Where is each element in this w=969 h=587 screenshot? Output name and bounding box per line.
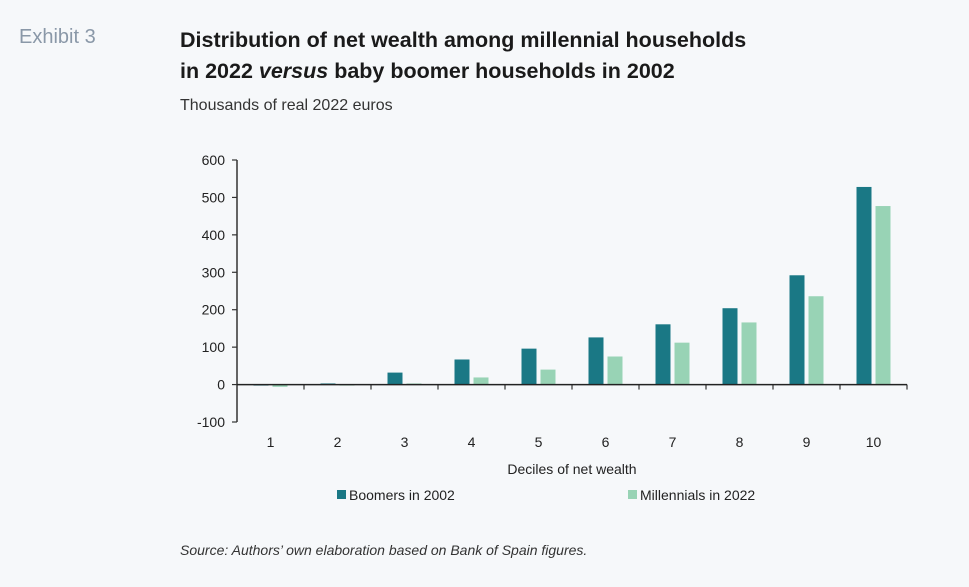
x-tick-label: 4 xyxy=(468,434,476,450)
x-tick-label: 1 xyxy=(267,434,275,450)
legend-swatch-boomers xyxy=(337,490,346,499)
title-line2-post: baby boomer households in 2002 xyxy=(328,59,675,83)
chart-title: Distribution of net wealth among millenn… xyxy=(180,25,746,87)
x-tick-label: 6 xyxy=(602,434,610,450)
bar-boomers-decile-8 xyxy=(722,308,738,385)
legend-label-millennials: Millennials in 2022 xyxy=(640,487,755,503)
x-tick-label: 7 xyxy=(669,434,677,450)
y-tick-label: -100 xyxy=(197,414,225,430)
y-tick-label: 300 xyxy=(202,264,226,280)
bar-boomers-decile-3 xyxy=(387,372,403,385)
x-tick-label: 10 xyxy=(866,434,882,450)
bar-millennials-decile-8 xyxy=(741,322,757,385)
bar-boomers-decile-6 xyxy=(588,337,604,385)
bar-millennials-decile-10 xyxy=(875,206,891,385)
exhibit-label: Exhibit 3 xyxy=(19,26,96,48)
y-tick-label: 0 xyxy=(217,377,225,393)
bar-millennials-decile-7 xyxy=(674,342,690,385)
x-tick-label: 2 xyxy=(334,434,342,450)
y-tick-label: 100 xyxy=(202,339,226,355)
bar-boomers-decile-7 xyxy=(655,324,671,385)
bar-boomers-decile-9 xyxy=(789,275,805,385)
bar-boomers-decile-5 xyxy=(521,348,537,385)
x-tick-label: 8 xyxy=(736,434,744,450)
x-tick-label: 5 xyxy=(535,434,543,450)
legend-swatch-millennials xyxy=(628,490,637,499)
y-tick-label: 600 xyxy=(202,152,226,168)
bar-millennials-decile-5 xyxy=(540,369,556,385)
bar-millennials-decile-6 xyxy=(607,356,623,385)
legend-label-boomers: Boomers in 2002 xyxy=(349,487,455,503)
bar-boomers-decile-4 xyxy=(454,359,470,385)
bar-millennials-decile-1 xyxy=(272,384,288,387)
y-tick-label: 500 xyxy=(202,189,226,205)
bar-boomers-decile-10 xyxy=(856,186,872,385)
title-line2-pre: in 2022 xyxy=(180,59,259,83)
x-axis-title: Deciles of net wealth xyxy=(507,461,636,477)
source-note: Source: Authors’ own elaboration based o… xyxy=(180,542,588,558)
y-tick-label: 400 xyxy=(202,227,226,243)
bar-millennials-decile-4 xyxy=(473,377,489,385)
title-line2-italic: versus xyxy=(258,59,329,83)
x-tick-label: 3 xyxy=(401,434,409,450)
bar-millennials-decile-9 xyxy=(808,296,824,385)
x-tick-label: 9 xyxy=(803,434,811,450)
y-tick-label: 200 xyxy=(202,302,226,318)
title-line1: Distribution of net wealth among millenn… xyxy=(180,28,747,52)
chart-subtitle: Thousands of real 2022 euros xyxy=(180,97,393,114)
